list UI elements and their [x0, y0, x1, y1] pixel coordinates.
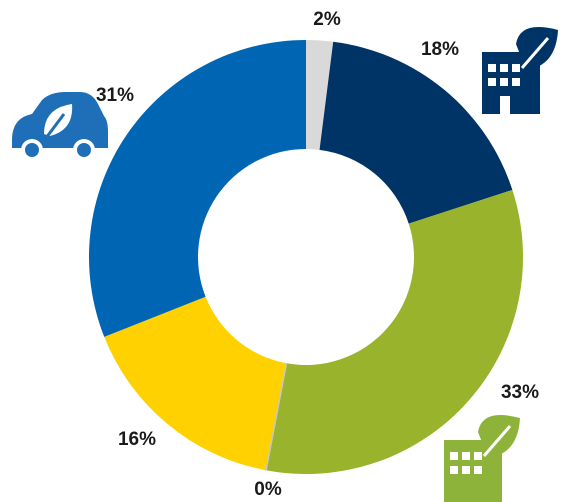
data-label: 31% — [96, 85, 134, 106]
donut-slice — [306, 40, 334, 150]
data-label: 33% — [501, 382, 539, 403]
data-label: 18% — [421, 39, 459, 60]
data-label: 16% — [118, 429, 156, 450]
data-label: 0% — [254, 479, 282, 500]
car-icon — [12, 92, 108, 161]
data-label: 2% — [313, 9, 341, 30]
donut-slice — [265, 189, 524, 475]
green-building-icon — [444, 415, 520, 502]
donut-slice — [319, 41, 513, 224]
donut-slice — [104, 296, 286, 471]
donut-slice — [88, 40, 306, 337]
building-icon — [482, 27, 558, 114]
